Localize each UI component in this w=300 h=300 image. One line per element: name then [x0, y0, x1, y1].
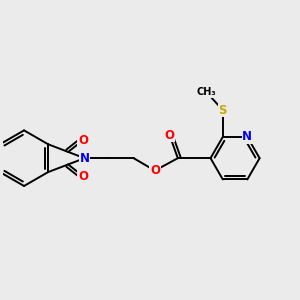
Text: S: S	[218, 103, 227, 117]
Text: O: O	[150, 164, 160, 177]
Text: CH₃: CH₃	[196, 87, 216, 97]
Text: O: O	[165, 129, 175, 142]
Text: O: O	[78, 134, 88, 147]
Text: N: N	[242, 130, 252, 143]
Text: N: N	[80, 152, 90, 165]
Text: O: O	[78, 170, 88, 183]
